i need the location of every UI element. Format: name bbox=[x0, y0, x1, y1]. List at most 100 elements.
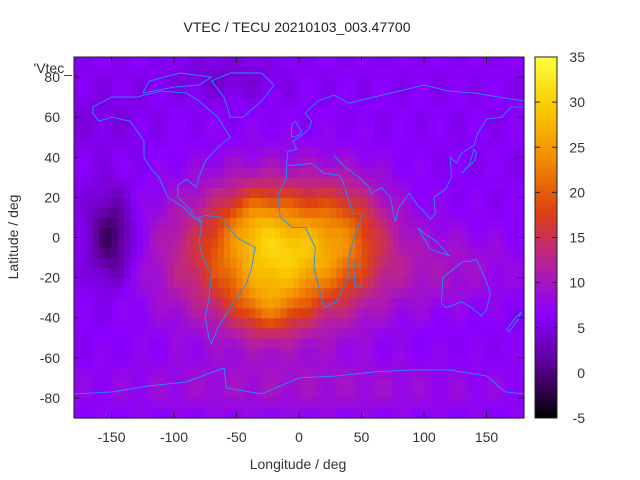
heatmap-cell bbox=[317, 247, 325, 259]
heatmap-cell bbox=[136, 327, 144, 339]
heatmap-cell bbox=[236, 307, 244, 319]
heatmap-cell bbox=[205, 407, 213, 419]
heatmap-cell bbox=[105, 57, 113, 68]
heatmap-cell bbox=[411, 67, 419, 78]
heatmap-cell bbox=[117, 197, 125, 209]
heatmap-cell bbox=[461, 107, 469, 118]
heatmap-cell bbox=[130, 247, 138, 259]
heatmap-cell bbox=[355, 347, 363, 359]
heatmap-cell bbox=[280, 397, 288, 409]
heatmap-cell bbox=[511, 217, 519, 229]
heatmap-cell bbox=[86, 297, 94, 309]
heatmap-cell bbox=[324, 197, 331, 209]
heatmap-cell bbox=[174, 277, 181, 289]
heatmap-cell bbox=[161, 237, 169, 249]
heatmap-cell bbox=[374, 87, 381, 98]
heatmap-cell bbox=[99, 77, 106, 88]
heatmap-cell bbox=[105, 267, 113, 279]
heatmap-cell bbox=[267, 277, 275, 289]
heatmap-cell bbox=[361, 407, 369, 419]
heatmap-cell bbox=[174, 127, 181, 138]
heatmap-cell bbox=[411, 237, 419, 249]
heatmap-cell bbox=[417, 127, 425, 138]
heatmap-cell bbox=[199, 257, 206, 269]
heatmap-cell bbox=[224, 157, 231, 168]
heatmap-cell bbox=[217, 87, 225, 98]
heatmap-cell bbox=[399, 277, 406, 289]
heatmap-cell bbox=[436, 257, 444, 269]
heatmap-cell bbox=[486, 217, 494, 229]
heatmap-cell bbox=[180, 287, 188, 299]
heatmap-cell bbox=[167, 397, 175, 409]
heatmap-cell bbox=[305, 187, 313, 198]
heatmap-cell bbox=[411, 297, 419, 309]
heatmap-cell bbox=[424, 377, 431, 389]
heatmap-cell bbox=[186, 137, 194, 148]
heatmap-cell bbox=[455, 107, 463, 118]
heatmap-cell bbox=[217, 287, 225, 299]
heatmap-cell bbox=[111, 247, 119, 259]
heatmap-cell bbox=[92, 377, 100, 389]
heatmap-cell bbox=[86, 377, 94, 389]
heatmap-cell bbox=[386, 277, 394, 289]
heatmap-cell bbox=[161, 157, 169, 168]
heatmap-cell bbox=[236, 137, 244, 148]
heatmap-cell bbox=[505, 187, 513, 198]
heatmap-cell bbox=[467, 347, 475, 359]
heatmap-cell bbox=[249, 217, 256, 229]
heatmap-cell bbox=[374, 157, 381, 168]
heatmap-cell bbox=[361, 347, 369, 359]
heatmap-cell bbox=[499, 177, 506, 188]
heatmap-cell bbox=[467, 317, 475, 329]
heatmap-cell bbox=[255, 67, 263, 78]
heatmap-cell bbox=[330, 107, 338, 118]
heatmap-cell bbox=[255, 117, 263, 128]
heatmap-cell bbox=[236, 297, 244, 309]
heatmap-cell bbox=[492, 207, 500, 219]
heatmap-cell bbox=[236, 117, 244, 128]
heatmap-cell bbox=[474, 397, 481, 409]
heatmap-cell bbox=[230, 247, 238, 259]
heatmap-cell bbox=[92, 367, 100, 379]
heatmap-cell bbox=[355, 167, 363, 178]
heatmap-cell bbox=[130, 197, 138, 209]
heatmap-cell bbox=[305, 357, 313, 369]
heatmap-cell bbox=[142, 127, 150, 138]
heatmap-cell bbox=[480, 187, 488, 198]
heatmap-cell bbox=[286, 97, 294, 108]
heatmap-cell bbox=[324, 347, 331, 359]
heatmap-cell bbox=[92, 357, 100, 369]
heatmap-cell bbox=[305, 157, 313, 168]
heatmap-cell bbox=[480, 377, 488, 389]
heatmap-cell bbox=[211, 57, 219, 68]
heatmap-cell bbox=[380, 87, 388, 98]
heatmap-cell bbox=[130, 87, 138, 98]
heatmap-cell bbox=[505, 247, 513, 259]
heatmap-cell bbox=[449, 107, 456, 118]
heatmap-cell bbox=[511, 357, 519, 369]
heatmap-cell bbox=[430, 357, 438, 369]
heatmap-cell bbox=[380, 297, 388, 309]
heatmap-cell bbox=[167, 167, 175, 178]
heatmap-cell bbox=[99, 347, 106, 359]
heatmap-cell bbox=[180, 237, 188, 249]
heatmap-cell bbox=[105, 297, 113, 309]
heatmap-cell bbox=[261, 397, 269, 409]
heatmap-cell bbox=[242, 307, 250, 319]
heatmap-cell bbox=[305, 377, 313, 389]
heatmap-cell bbox=[480, 97, 488, 108]
heatmap-cell bbox=[267, 347, 275, 359]
heatmap-cell bbox=[430, 277, 438, 289]
heatmap-cell bbox=[74, 287, 81, 299]
heatmap-cell bbox=[442, 217, 450, 229]
heatmap-cell bbox=[142, 337, 150, 349]
heatmap-cell bbox=[455, 77, 463, 88]
heatmap-cell bbox=[311, 127, 319, 138]
heatmap-cell bbox=[199, 297, 206, 309]
heatmap-cell bbox=[311, 187, 319, 198]
heatmap-cell bbox=[149, 257, 156, 269]
heatmap-cell bbox=[74, 237, 81, 249]
heatmap-cell bbox=[130, 207, 138, 219]
heatmap-cell bbox=[230, 357, 238, 369]
heatmap-cell bbox=[336, 67, 344, 78]
